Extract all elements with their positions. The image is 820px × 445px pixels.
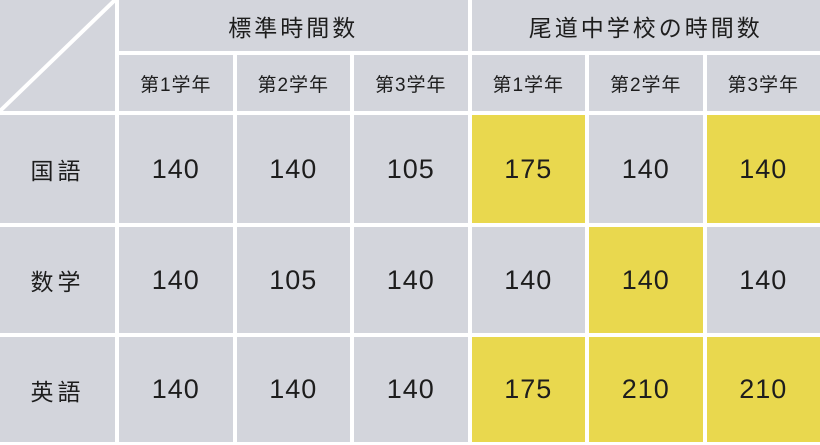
value-cell: 140 xyxy=(119,115,233,223)
value-cell: 105 xyxy=(236,227,350,333)
grade-header-standard-2: 第2学年 xyxy=(236,55,350,111)
value-cell: 140 xyxy=(589,115,703,223)
group-header-school-hours: 尾道中学校の時間数 xyxy=(471,0,820,51)
subject-label-eigo: 英語 xyxy=(0,337,115,442)
grade-header-standard-1: 第1学年 xyxy=(119,55,233,111)
grade-header-school-3: 第3学年 xyxy=(706,55,820,111)
value-cell: 210 xyxy=(706,337,820,442)
value-cell: 140 xyxy=(354,337,468,442)
value-cell: 175 xyxy=(471,337,585,442)
subject-label-sugaku: 数学 xyxy=(0,227,115,333)
grade-header-school-2: 第2学年 xyxy=(589,55,703,111)
value-cell: 140 xyxy=(354,227,468,333)
value-cell: 175 xyxy=(471,115,585,223)
subject-label-kokugo: 国語 xyxy=(0,115,115,223)
value-cell: 105 xyxy=(354,115,468,223)
value-cell: 140 xyxy=(589,227,703,333)
value-cell: 140 xyxy=(236,337,350,442)
corner-cell xyxy=(0,0,115,111)
grade-header-school-1: 第1学年 xyxy=(471,55,585,111)
value-cell: 140 xyxy=(471,227,585,333)
group-header-standard-hours: 標準時間数 xyxy=(119,0,468,51)
value-cell: 140 xyxy=(236,115,350,223)
value-cell: 140 xyxy=(706,227,820,333)
grade-header-standard-3: 第3学年 xyxy=(354,55,468,111)
value-cell: 140 xyxy=(119,227,233,333)
value-cell: 140 xyxy=(119,337,233,442)
value-cell: 210 xyxy=(589,337,703,442)
value-cell: 140 xyxy=(706,115,820,223)
diagonal-line xyxy=(0,0,115,111)
